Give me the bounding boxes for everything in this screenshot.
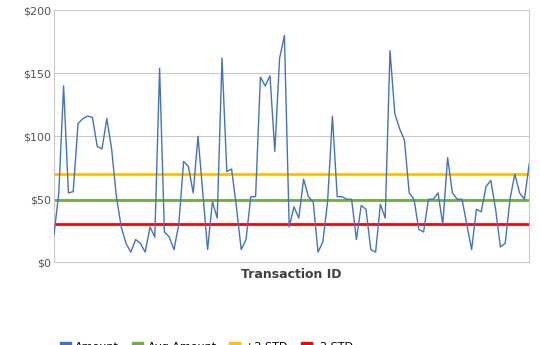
X-axis label: Transaction ID: Transaction ID xyxy=(241,268,342,281)
Legend: Amount, Avg Amount, +2 STD, -2 STD: Amount, Avg Amount, +2 STD, -2 STD xyxy=(59,342,353,345)
